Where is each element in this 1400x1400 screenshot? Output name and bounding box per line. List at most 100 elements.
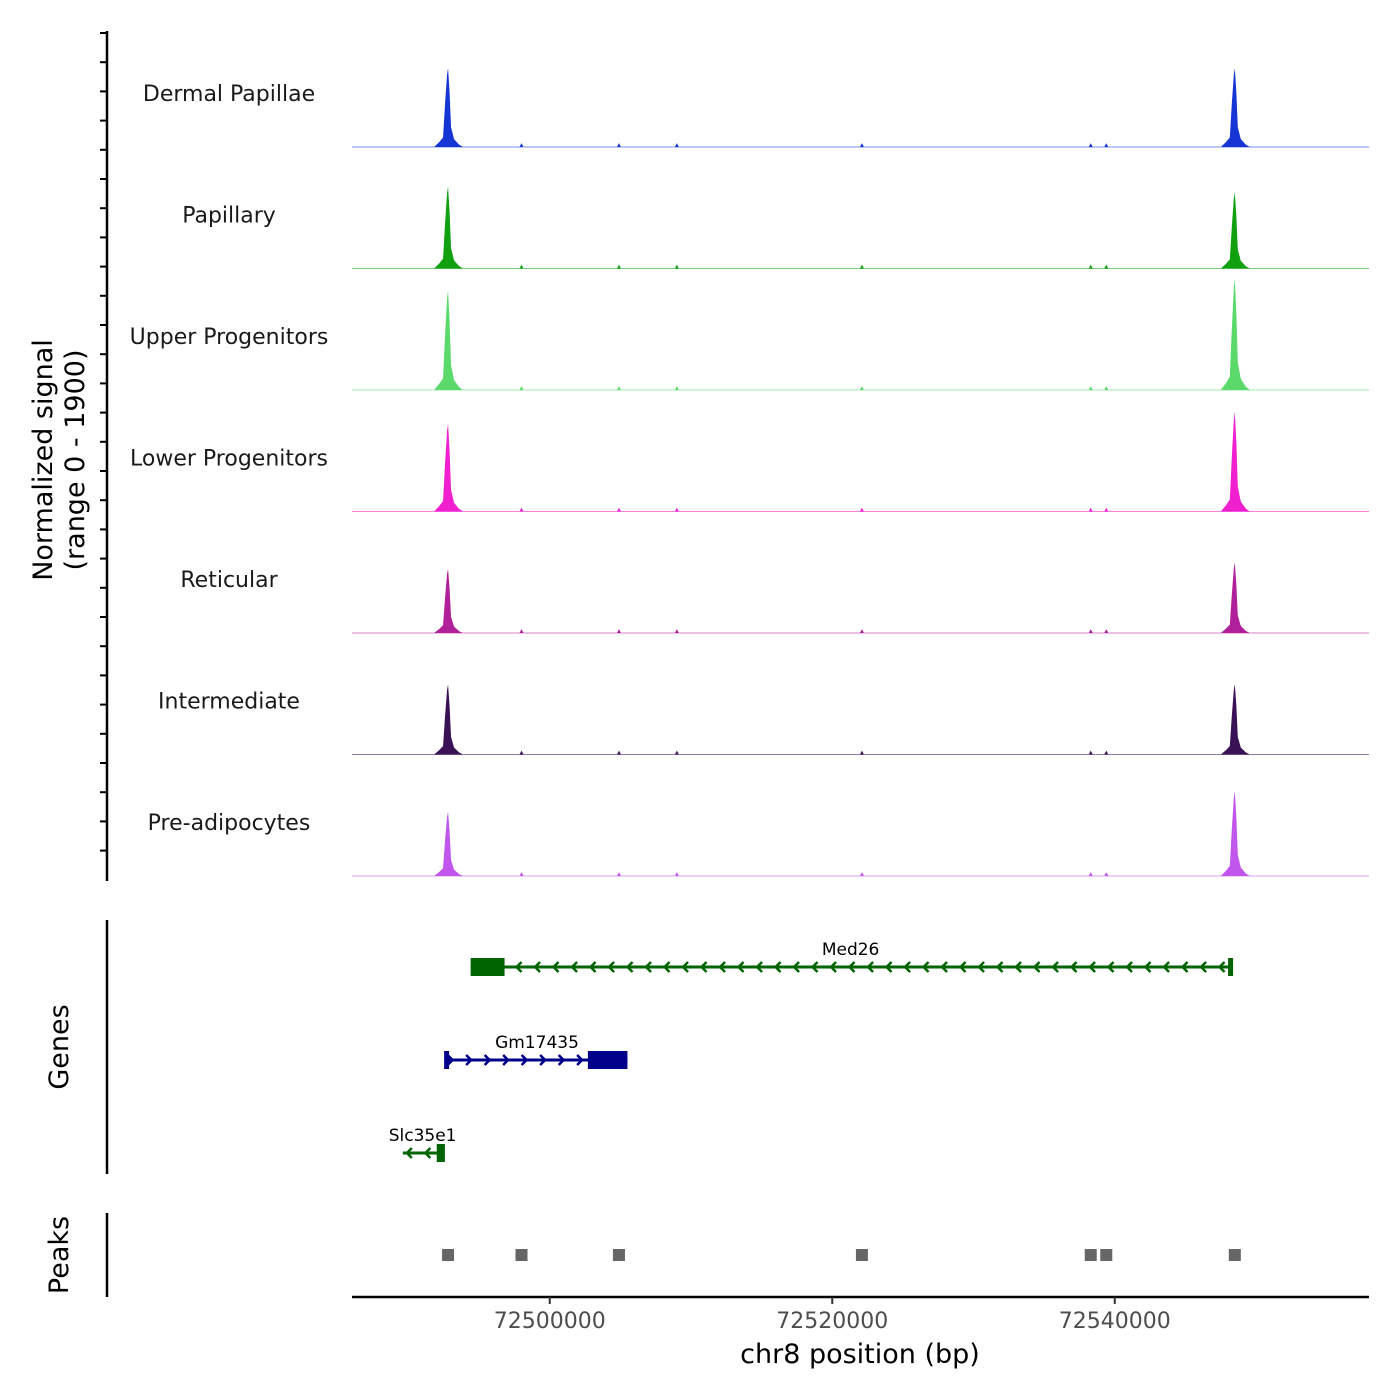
coverage-minor-peak <box>1088 264 1093 269</box>
coverage-minor-peak <box>859 264 864 269</box>
genes-ylabel: Genes <box>44 1004 75 1089</box>
peak-marker <box>1228 1249 1241 1261</box>
coverage-minor-peak <box>1104 386 1109 390</box>
coverage-minor-peak <box>674 264 679 269</box>
coverage-minor-peak <box>616 629 621 633</box>
coverage-minor-peak <box>674 386 679 390</box>
gene-label: Med26 <box>822 940 880 960</box>
coverage-peak <box>434 290 464 390</box>
coverage-minor-peak <box>859 629 864 633</box>
coverage-minor-peak <box>674 629 679 633</box>
coverage-track: Lower Progenitors <box>130 412 1369 512</box>
coverage-minor-peak <box>674 872 679 876</box>
coverage-minor-peak <box>859 386 864 390</box>
coverage-peak <box>1220 791 1250 876</box>
gene-exon <box>470 958 505 976</box>
gene-strand-arrow <box>736 961 745 973</box>
gene-strand-arrow <box>520 1054 529 1066</box>
x-axis-ticks: 72500000 72520000 72540000 <box>494 1297 1171 1334</box>
track-label: Upper Progenitors <box>130 325 329 350</box>
coverage-tracks: Dermal Papillae Papillary Upper Progenitor… <box>130 68 1369 877</box>
gene-strand-arrow <box>810 961 819 973</box>
track-label: Lower Progenitors <box>130 447 328 472</box>
coverage-minor-peak <box>1104 629 1109 633</box>
peak-marker <box>1100 1249 1113 1261</box>
x-tick-label: 72520000 <box>776 1309 888 1334</box>
gene-strand-arrow <box>1106 961 1115 973</box>
gene-label: Gm17435 <box>495 1033 579 1053</box>
coverage-peak <box>1220 684 1250 755</box>
gene-strand-arrow <box>977 961 985 973</box>
coverage-minor-peak <box>519 872 524 876</box>
gene-strand-arrow <box>533 961 541 973</box>
gene-strand-arrow <box>1162 961 1170 973</box>
gene-annotations: Med26 Gm17435 Slc35e1 <box>389 940 1234 1162</box>
coverage-minor-peak <box>859 872 864 876</box>
gene-strand-arrow <box>465 1054 473 1066</box>
coverage-minor-peak <box>1088 507 1093 512</box>
gene-strand-arrow <box>405 1147 413 1159</box>
gene-label: Slc35e1 <box>389 1126 457 1146</box>
gene-strand-arrow <box>995 961 1004 973</box>
gene-strand-arrow <box>792 961 800 973</box>
coverage-minor-peak <box>616 872 621 876</box>
gene-strand-arrow <box>1088 961 1096 973</box>
coverage-minor-peak <box>616 750 621 755</box>
gene-exon <box>436 1144 443 1162</box>
coverage-minor-peak <box>1104 750 1109 755</box>
coverage-peak <box>1220 192 1250 269</box>
gene-exon <box>444 1051 450 1069</box>
coverage-track: Reticular <box>180 562 1369 634</box>
coverage-ylabel-line2: (range 0 - 1900) <box>60 350 91 571</box>
coverage-minor-peak <box>859 750 864 755</box>
coverage-peak <box>1220 68 1250 147</box>
x-tick-label: 72540000 <box>1059 1309 1171 1334</box>
coverage-minor-peak <box>674 143 679 147</box>
gene-strand-arrow <box>502 1054 510 1066</box>
peak-markers <box>442 1249 1241 1261</box>
gene-strand-arrow <box>1032 961 1041 973</box>
coverage-minor-peak <box>674 507 679 512</box>
coverage-minor-peak <box>519 507 524 512</box>
coverage-peak <box>434 68 464 147</box>
gene-strand-arrow <box>607 961 615 973</box>
coverage-y-ticks <box>100 32 107 852</box>
peak-marker <box>515 1249 528 1261</box>
gene-strand-arrow <box>866 961 874 973</box>
peak-marker <box>612 1249 625 1261</box>
gene-strand-arrow <box>570 961 578 973</box>
coverage-minor-peak <box>1104 264 1109 269</box>
coverage-y-axis-title: Normalized signal (range 0 - 1900) <box>28 339 91 581</box>
gene-strand-arrow <box>423 1147 432 1159</box>
peak-marker <box>855 1249 868 1261</box>
gene-strand-arrow <box>1051 961 1059 973</box>
gene-model: Gm17435 <box>444 1033 628 1069</box>
track-label: Pre-adipocytes <box>148 811 311 836</box>
coverage-minor-peak <box>1088 750 1093 755</box>
track-label: Papillary <box>182 204 276 229</box>
coverage-track: Upper Progenitors <box>130 279 1369 391</box>
gene-strand-arrow <box>557 1054 566 1066</box>
gene-strand-arrow <box>1014 961 1022 973</box>
coverage-minor-peak <box>674 750 679 755</box>
coverage-minor-peak <box>519 629 524 633</box>
gene-strand-arrow <box>1217 961 1226 973</box>
gene-strand-arrow <box>514 961 523 973</box>
gene-strand-arrow <box>483 1054 492 1066</box>
coverage-minor-peak <box>1104 872 1109 876</box>
gene-strand-arrow <box>829 961 837 973</box>
coverage-track: Papillary <box>182 186 1369 269</box>
gene-strand-arrow <box>903 961 911 973</box>
coverage-minor-peak <box>1088 143 1093 147</box>
coverage-peak <box>1220 412 1250 512</box>
coverage-minor-peak <box>1104 507 1109 512</box>
gene-strand-arrow <box>681 961 689 973</box>
coverage-peak <box>434 186 464 269</box>
gene-strand-arrow <box>847 961 856 973</box>
track-label: Dermal Papillae <box>143 82 315 107</box>
gene-strand-arrow <box>1180 961 1189 973</box>
coverage-minor-peak <box>519 143 524 147</box>
coverage-minor-peak <box>616 143 621 147</box>
peaks-ylabel: Peaks <box>44 1216 75 1294</box>
